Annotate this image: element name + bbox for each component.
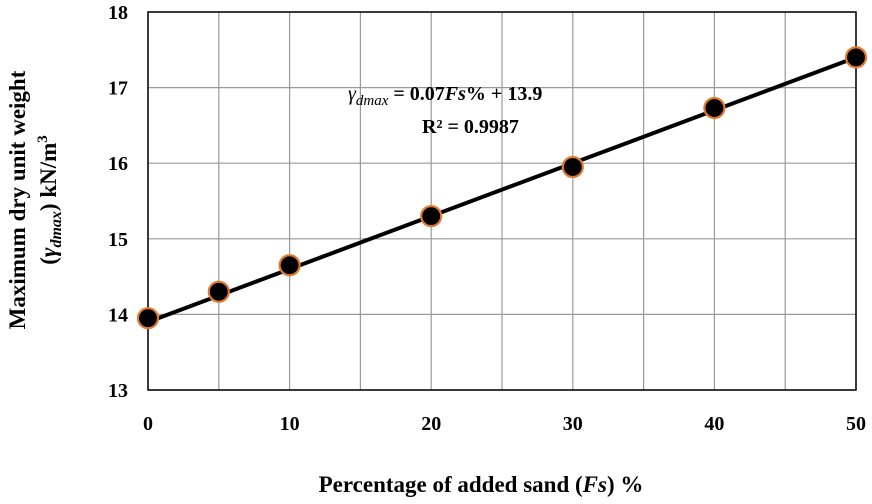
x-tick-label: 0 bbox=[143, 413, 153, 435]
grid-lines bbox=[147, 11, 857, 391]
y-tick-label: 18 bbox=[108, 2, 128, 24]
trend-line bbox=[147, 55, 857, 324]
y-axis-title: Maximum dry unit weight (γdmax) kN/m3 bbox=[5, 70, 65, 329]
data-point bbox=[844, 46, 868, 69]
x-axis-title-prefix: Percentage of added sand ( bbox=[319, 472, 583, 497]
data-point bbox=[207, 280, 230, 303]
x-axis-title: Percentage of added sand (Fs) % bbox=[319, 472, 644, 497]
y-tick-label: 17 bbox=[108, 78, 128, 100]
x-tick-label: 50 bbox=[846, 413, 866, 435]
data-point bbox=[703, 96, 726, 120]
x-tick-label: 10 bbox=[280, 413, 300, 435]
y-tick-label: 16 bbox=[108, 153, 128, 175]
y-tick-labels: 13 14 15 16 17 18 bbox=[108, 2, 128, 402]
data-point bbox=[136, 307, 160, 330]
y-axis-title-line2: (γdmax) kN/m3 bbox=[35, 135, 65, 265]
y-axis-gamma: γ bbox=[36, 247, 61, 257]
equation-part1: = 0.07 bbox=[388, 83, 444, 105]
data-point bbox=[561, 155, 584, 179]
y-axis-unit: ) kN/m bbox=[36, 143, 61, 211]
y-axis-open-paren: ( bbox=[36, 257, 61, 265]
data-point bbox=[278, 254, 301, 277]
trend-equation: γdmax = 0.07Fs% + 13.9 bbox=[348, 83, 542, 109]
r-squared-label: R² = 0.9987 bbox=[422, 116, 519, 138]
y-tick-label: 14 bbox=[108, 304, 128, 326]
x-tick-label: 30 bbox=[563, 413, 583, 435]
equation-variable: Fs bbox=[444, 83, 466, 105]
equation-subscript: dmax bbox=[356, 93, 389, 109]
x-axis-title-suffix: ) % bbox=[607, 472, 643, 497]
y-tick-label: 15 bbox=[108, 229, 128, 251]
equation-part2: % + 13.9 bbox=[466, 83, 542, 105]
y-axis-subscript: dmax bbox=[48, 211, 65, 247]
x-axis-title-variable: Fs bbox=[582, 472, 607, 497]
x-tick-label: 40 bbox=[704, 413, 724, 435]
x-tick-labels: 0 10 20 30 40 50 bbox=[143, 413, 866, 435]
plot-frame bbox=[147, 11, 857, 391]
y-tick-label: 13 bbox=[108, 380, 128, 402]
y-axis-superscript: 3 bbox=[35, 135, 51, 143]
data-point bbox=[420, 205, 443, 228]
data-points bbox=[136, 46, 868, 330]
y-axis-title-line1: Maximum dry unit weight bbox=[5, 70, 30, 329]
equation-gamma: γ bbox=[348, 83, 357, 105]
x-tick-label: 20 bbox=[421, 413, 441, 435]
